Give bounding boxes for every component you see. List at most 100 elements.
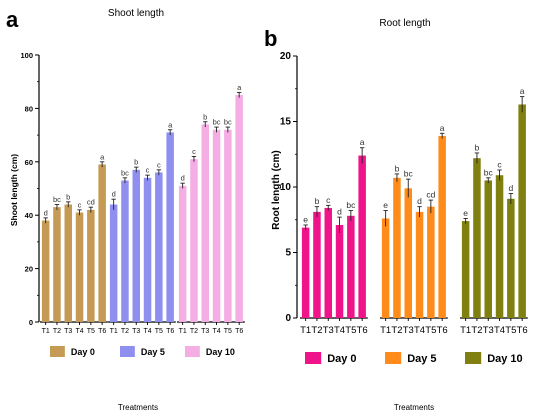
- panel-b-significance-letter: b: [315, 196, 320, 206]
- panel-b-x-tick-label: T1: [300, 325, 311, 336]
- panel-b-significance-letter: cd: [426, 190, 435, 200]
- panel-a-legend-swatch: [185, 346, 200, 357]
- panel-a-significance-letter: c: [146, 166, 150, 175]
- panel-b-x-tick-label: T4: [334, 325, 345, 336]
- panel-b-x-tick-label: T2: [471, 325, 482, 336]
- panel-b-bar-day-5-t4: [415, 211, 424, 318]
- panel-a-title: Shoot length: [108, 8, 164, 19]
- panel-a-significance-letter: d: [112, 190, 116, 199]
- panel-b-x-axis-title: Treatments: [394, 403, 434, 412]
- panel-b-y-axis-title: Root length (cm): [271, 150, 282, 229]
- panel-b-significance-letter: b: [395, 163, 400, 173]
- panel-a-x-tick-label: T3: [201, 328, 209, 335]
- panel-a-bar-day-10-t5: [224, 129, 232, 322]
- panel-b-bar-day-0-t6: [358, 155, 366, 318]
- panel-a-letter: a: [6, 7, 19, 32]
- panel-b-significance-letter: a: [520, 86, 525, 96]
- panel-a-significance-letter: b: [66, 192, 70, 201]
- panel-a-significance-letter: d: [44, 208, 48, 217]
- panel-b-legend-swatch: [465, 352, 482, 364]
- panel-a-x-tick-label: T5: [87, 328, 95, 335]
- panel-b-significance-letter: e: [303, 214, 308, 224]
- panel-a-bar-day-10-t4: [212, 129, 221, 322]
- panel-b-significance-letter: bc: [346, 200, 356, 210]
- panel-a-significance-letter: b: [203, 112, 207, 121]
- panel-b-significance-letter: d: [337, 207, 342, 217]
- panel-a-significance-letter: c: [192, 147, 196, 156]
- panel-b-x-tick-label: T6: [437, 325, 448, 336]
- panel-b-bar-day-10-t4: [495, 175, 504, 318]
- panel-b-bar-day-10-t3: [484, 180, 492, 318]
- panel-a-significance-letter: bc: [121, 168, 129, 177]
- panel-b-legend-swatch: [385, 352, 402, 364]
- panel-a-bar-day-0-t4: [75, 212, 84, 322]
- panel-b-chart: Root length Root length (cm) Treatments …: [271, 18, 528, 412]
- panel-b-significance-letter: c: [326, 195, 331, 205]
- panel-b-x-tick-label: T1: [460, 325, 471, 336]
- panel-a-y-tick-label: 60: [25, 158, 33, 167]
- panel-a-significance-letter: d: [181, 174, 185, 183]
- panel-a-bar-day-0-t1: [41, 220, 50, 322]
- panel-b-bar-day-0-t3: [324, 207, 332, 318]
- panel-a-y-tick-label: 40: [25, 211, 33, 220]
- panel-b-significance-letter: a: [440, 123, 445, 133]
- panel-a-significance-letter: a: [237, 83, 242, 92]
- panel-b-bar-day-10-t1: [461, 221, 470, 318]
- panel-b-bar-day-5-t5: [427, 206, 435, 318]
- panel-a-x-tick-label: T2: [121, 328, 129, 335]
- panel-b-x-tick-label: T3: [483, 325, 494, 336]
- panel-b-significance-letter: d: [417, 196, 422, 206]
- panel-a-significance-letter: bc: [213, 118, 221, 127]
- panel-a-x-tick-label: T3: [64, 328, 72, 335]
- panel-b-legend-label: Day 10: [487, 353, 522, 365]
- panel-a-x-tick-label: T1: [110, 328, 118, 335]
- panel-a-x-tick-label: T4: [143, 328, 151, 335]
- panel-b-title: Root length: [379, 18, 430, 29]
- panel-b-significance-letter: b: [475, 142, 480, 152]
- panel-a-significance-letter: b: [134, 158, 138, 167]
- panel-b-significance-letter: e: [463, 208, 468, 218]
- panel-b-significance-letter: bc: [404, 169, 414, 179]
- panel-b-x-tick-label: T2: [311, 325, 322, 336]
- panel-a-significance-letter: bc: [224, 118, 232, 127]
- panel-b-bar-day-0-t4: [335, 224, 344, 318]
- panel-b-x-tick-label: T3: [323, 325, 334, 336]
- panel-a-x-tick-label: T1: [42, 328, 50, 335]
- panel-a-bar-day-0-t6: [98, 164, 106, 322]
- panel-a-bar-day-5-t3: [132, 169, 140, 322]
- panel-b-x-tick-label: T5: [345, 325, 356, 336]
- panel-a-bar-day-0-t2: [53, 207, 61, 322]
- panel-b-bar-day-5-t6: [438, 135, 446, 318]
- panel-a-bar-day-5-t4: [143, 177, 152, 322]
- panel-a-bar-day-5-t5: [155, 172, 163, 322]
- panel-a-y-tick-label: 20: [25, 265, 33, 274]
- panel-b-bar-day-0-t5: [347, 215, 355, 318]
- panel-a-x-axis-title: Treatments: [118, 403, 158, 412]
- panel-a-bar-day-5-t6: [166, 132, 174, 322]
- panel-b-legend-swatch: [305, 352, 322, 364]
- panel-b-significance-letter: a: [360, 137, 365, 147]
- panel-a-x-tick-label: T5: [224, 328, 232, 335]
- panel-a-significance-letter: c: [78, 200, 82, 209]
- panel-a-legend-swatch: [50, 346, 65, 357]
- panel-a-significance-letter: a: [168, 120, 173, 129]
- panel-a-legend-label: Day 5: [141, 347, 165, 357]
- panel-a-bar-day-5-t2: [121, 180, 129, 322]
- panel-a-legend-swatch: [120, 346, 135, 357]
- panel-b-y-tick-label: 10: [280, 182, 292, 193]
- panel-a-significance-letter: c: [157, 160, 161, 169]
- panel-a-x-tick-label: T6: [98, 328, 106, 335]
- panel-b-bar-day-10-t6: [518, 104, 526, 318]
- panel-a-y-axis-title: Shoot length (cm): [9, 154, 19, 226]
- panel-b-y-tick-label: 20: [280, 51, 292, 62]
- panel-b-bar-day-5-t1: [381, 218, 390, 318]
- panel-a-bar-day-10-t1: [178, 185, 187, 322]
- panel-a-significance-letter: cd: [87, 198, 95, 207]
- panel-b-bar-day-5-t2: [393, 177, 401, 318]
- panel-a-bar-day-0-t5: [87, 209, 95, 322]
- panel-b-x-tick-label: T6: [357, 325, 368, 336]
- panel-b-bar-day-10-t5: [507, 198, 515, 318]
- panel-b-significance-letter: bc: [484, 167, 494, 177]
- panel-b-bar-day-0-t2: [313, 211, 321, 318]
- panel-b-x-tick-label: T2: [391, 325, 402, 336]
